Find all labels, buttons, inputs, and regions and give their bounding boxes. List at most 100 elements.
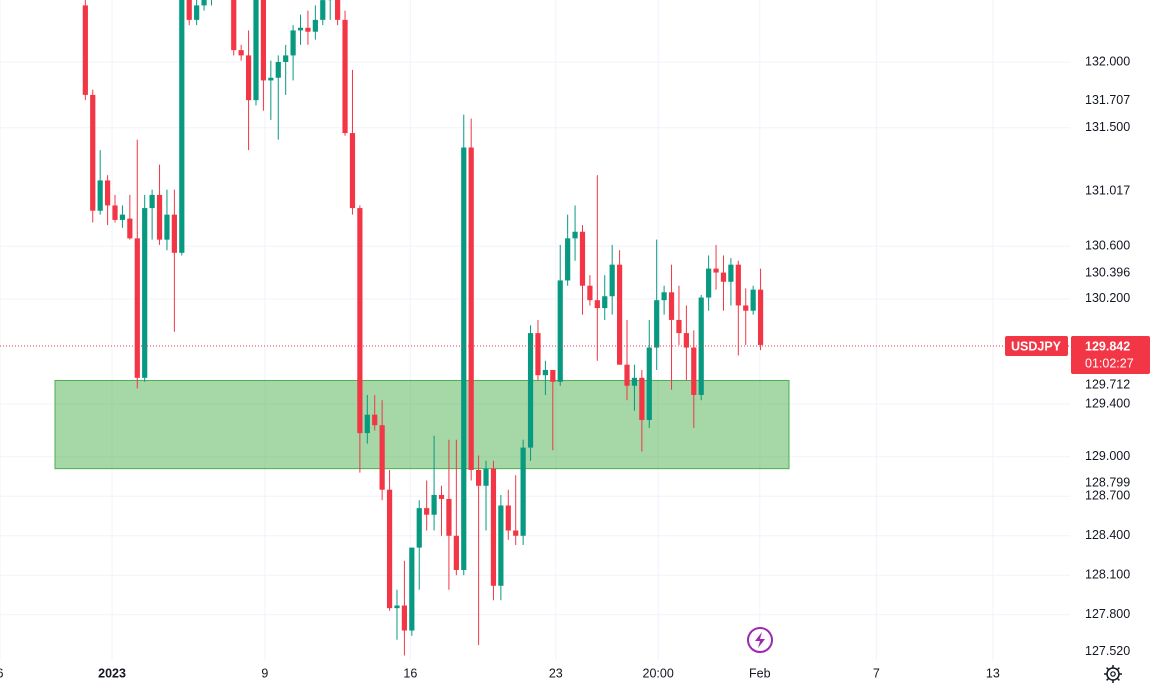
price-label: 131.707: [1085, 93, 1130, 107]
candle-body: [550, 370, 555, 382]
x-tick-label: 20:00: [643, 666, 674, 680]
candle-body: [231, 0, 236, 50]
candle-body: [736, 265, 741, 306]
candle-body: [676, 320, 681, 333]
candle-body: [506, 505, 511, 530]
candle-body: [684, 333, 689, 347]
candle-body: [543, 370, 548, 375]
candle-body: [335, 0, 340, 20]
candle-body: [179, 0, 184, 253]
candle-body: [372, 415, 377, 426]
y-tick-label: 131.500: [1085, 120, 1130, 134]
price-label: 129.712: [1085, 377, 1130, 391]
candle-body: [706, 269, 711, 298]
candle-body: [624, 365, 629, 386]
candle-body: [90, 95, 95, 211]
candle-body: [498, 505, 503, 585]
zone-layer: [55, 380, 789, 468]
candle-body: [617, 265, 622, 365]
candle-body: [446, 499, 451, 536]
candle-body: [639, 378, 644, 420]
x-tick-label: 2023: [98, 666, 126, 680]
y-tick-label: 128.700: [1085, 489, 1130, 503]
candle-body: [246, 55, 251, 100]
candle-body: [127, 219, 132, 239]
candle-body: [439, 495, 444, 499]
candle-body: [283, 55, 288, 62]
candle-body: [276, 62, 281, 78]
candle-body: [424, 508, 429, 515]
x-tick-label: 23: [549, 666, 563, 680]
candle-body: [669, 292, 674, 320]
symbol-label: USDJPY: [1011, 339, 1062, 353]
candle-body: [83, 5, 88, 94]
gear-ring: [1107, 668, 1119, 680]
candle-body: [150, 195, 155, 208]
candle-body: [528, 333, 533, 447]
price-label: 131.017: [1085, 184, 1130, 198]
candle-body: [365, 415, 370, 433]
price-label: 128.799: [1085, 476, 1130, 490]
x-tick-label: Feb: [749, 666, 771, 680]
y-tick-label: 129.400: [1085, 396, 1130, 410]
last-price-label: 129.842: [1085, 339, 1130, 353]
gear-teeth: [1104, 665, 1122, 683]
candle-body: [112, 205, 117, 219]
candle-body: [172, 215, 177, 253]
candle-body: [164, 215, 169, 240]
candle-body: [728, 265, 733, 282]
candle-body: [662, 292, 667, 300]
candle-body: [261, 0, 266, 80]
candle-body: [610, 265, 615, 297]
candles: [83, 0, 763, 656]
candle-body: [469, 148, 474, 470]
candle-body: [535, 333, 540, 375]
candle-body: [157, 195, 162, 240]
settings-icon[interactable]: [1104, 665, 1122, 683]
candle-body: [142, 208, 147, 378]
candle-body: [105, 180, 110, 205]
candle-body: [98, 180, 103, 210]
candle-body: [461, 148, 466, 570]
candle-body: [743, 305, 748, 310]
y-tick-label: 130.200: [1085, 291, 1130, 305]
candle-body: [380, 425, 385, 489]
replay-icon[interactable]: [748, 628, 772, 652]
candle-body: [580, 232, 585, 286]
candle-body: [654, 300, 659, 347]
gear-hub: [1111, 672, 1115, 676]
candle-body: [394, 606, 399, 609]
x-tick-label: 9: [261, 666, 268, 680]
candle-body: [454, 536, 459, 570]
countdown-label: 01:02:27: [1085, 356, 1134, 370]
candle-body: [402, 606, 407, 631]
x-tick-label: 16: [403, 666, 417, 680]
candle-body: [691, 348, 696, 395]
x-tick-label: 7: [873, 666, 880, 680]
candle-body: [313, 20, 318, 32]
candle-body: [521, 448, 526, 536]
candle-body: [431, 495, 436, 515]
candle-body: [558, 280, 563, 381]
candle-body: [290, 30, 295, 55]
candle-body: [491, 469, 496, 586]
y-tick-label: 128.100: [1085, 568, 1130, 582]
candle-body: [357, 208, 362, 433]
y-tick-label: 128.400: [1085, 528, 1130, 542]
grid: [0, 0, 1070, 660]
price-zone: [55, 380, 789, 468]
y-tick-label: 129.000: [1085, 449, 1130, 463]
y-tick-label: 127.800: [1085, 607, 1130, 621]
candle-body: [320, 0, 325, 20]
candle-body: [721, 273, 726, 282]
candle-body: [194, 5, 199, 19]
price-label: 127.520: [1085, 644, 1130, 658]
candle-body: [713, 269, 718, 273]
y-tick-label: 132.500: [1085, 0, 1130, 2]
candle-body: [387, 490, 392, 608]
candle-body: [187, 0, 192, 20]
candle-body: [758, 290, 763, 345]
y-tick-label: 132.000: [1085, 54, 1130, 68]
